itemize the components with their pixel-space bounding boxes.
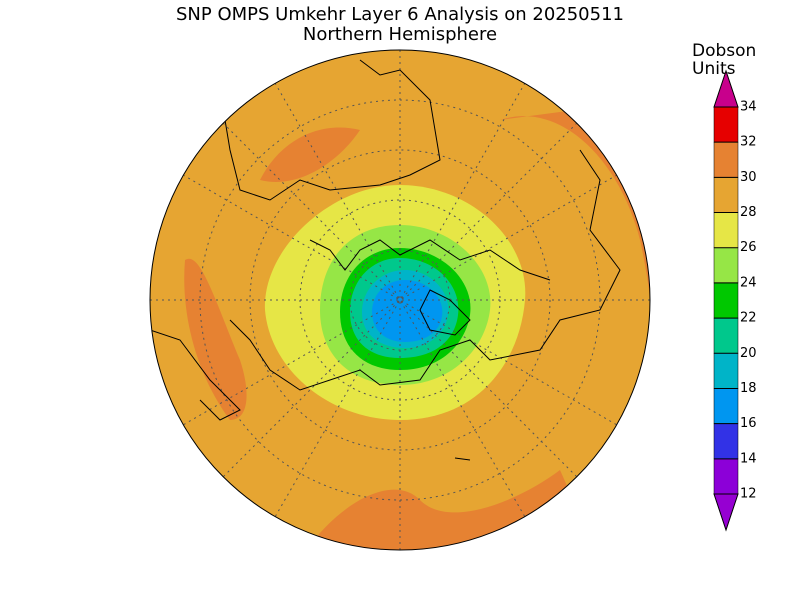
colorbar-tick-label: 26 [740,240,757,255]
colorbar-label: Units [692,59,736,79]
subtitle: Northern Hemisphere [303,24,497,45]
colorbar-tick-label: 28 [740,205,757,220]
colorbar-segment [713,106,739,143]
colorbar-tick-label: 34 [740,100,757,115]
title: SNP OMPS Umkehr Layer 6 Analysis on 2025… [176,4,624,25]
colorbar-tick-label: 30 [740,170,757,185]
colorbar-tick-label: 20 [740,346,757,361]
colorbar-tick-label: 12 [740,487,757,502]
colorbar-under [713,493,739,532]
colorbar-segment [713,282,739,319]
colorbar-segment [713,247,739,284]
colorbar-label: Dobson [692,41,756,61]
colorbar-segment [713,212,739,248]
map-border [149,49,651,551]
colorbar-tick-label: 22 [740,311,757,326]
colorbar-tick-label: 24 [740,275,757,290]
colorbar-tick-label: 14 [740,451,757,466]
colorbar-segment [713,423,739,460]
colorbar: 12 14 16 18 20 22 24 26 28 30 32 34 [713,69,757,532]
colorbar-segment [713,177,739,213]
colorbar-segment [713,458,739,495]
colorbar-tick-label: 16 [740,416,757,431]
colorbar-segment [713,388,739,424]
colorbar-segment [713,317,739,354]
colorbar-segment [713,141,739,178]
colorbar-tick-label: 32 [740,135,757,150]
colorbar-segment [713,353,739,389]
colorbar-tick-label: 18 [740,381,757,396]
map [150,50,650,550]
